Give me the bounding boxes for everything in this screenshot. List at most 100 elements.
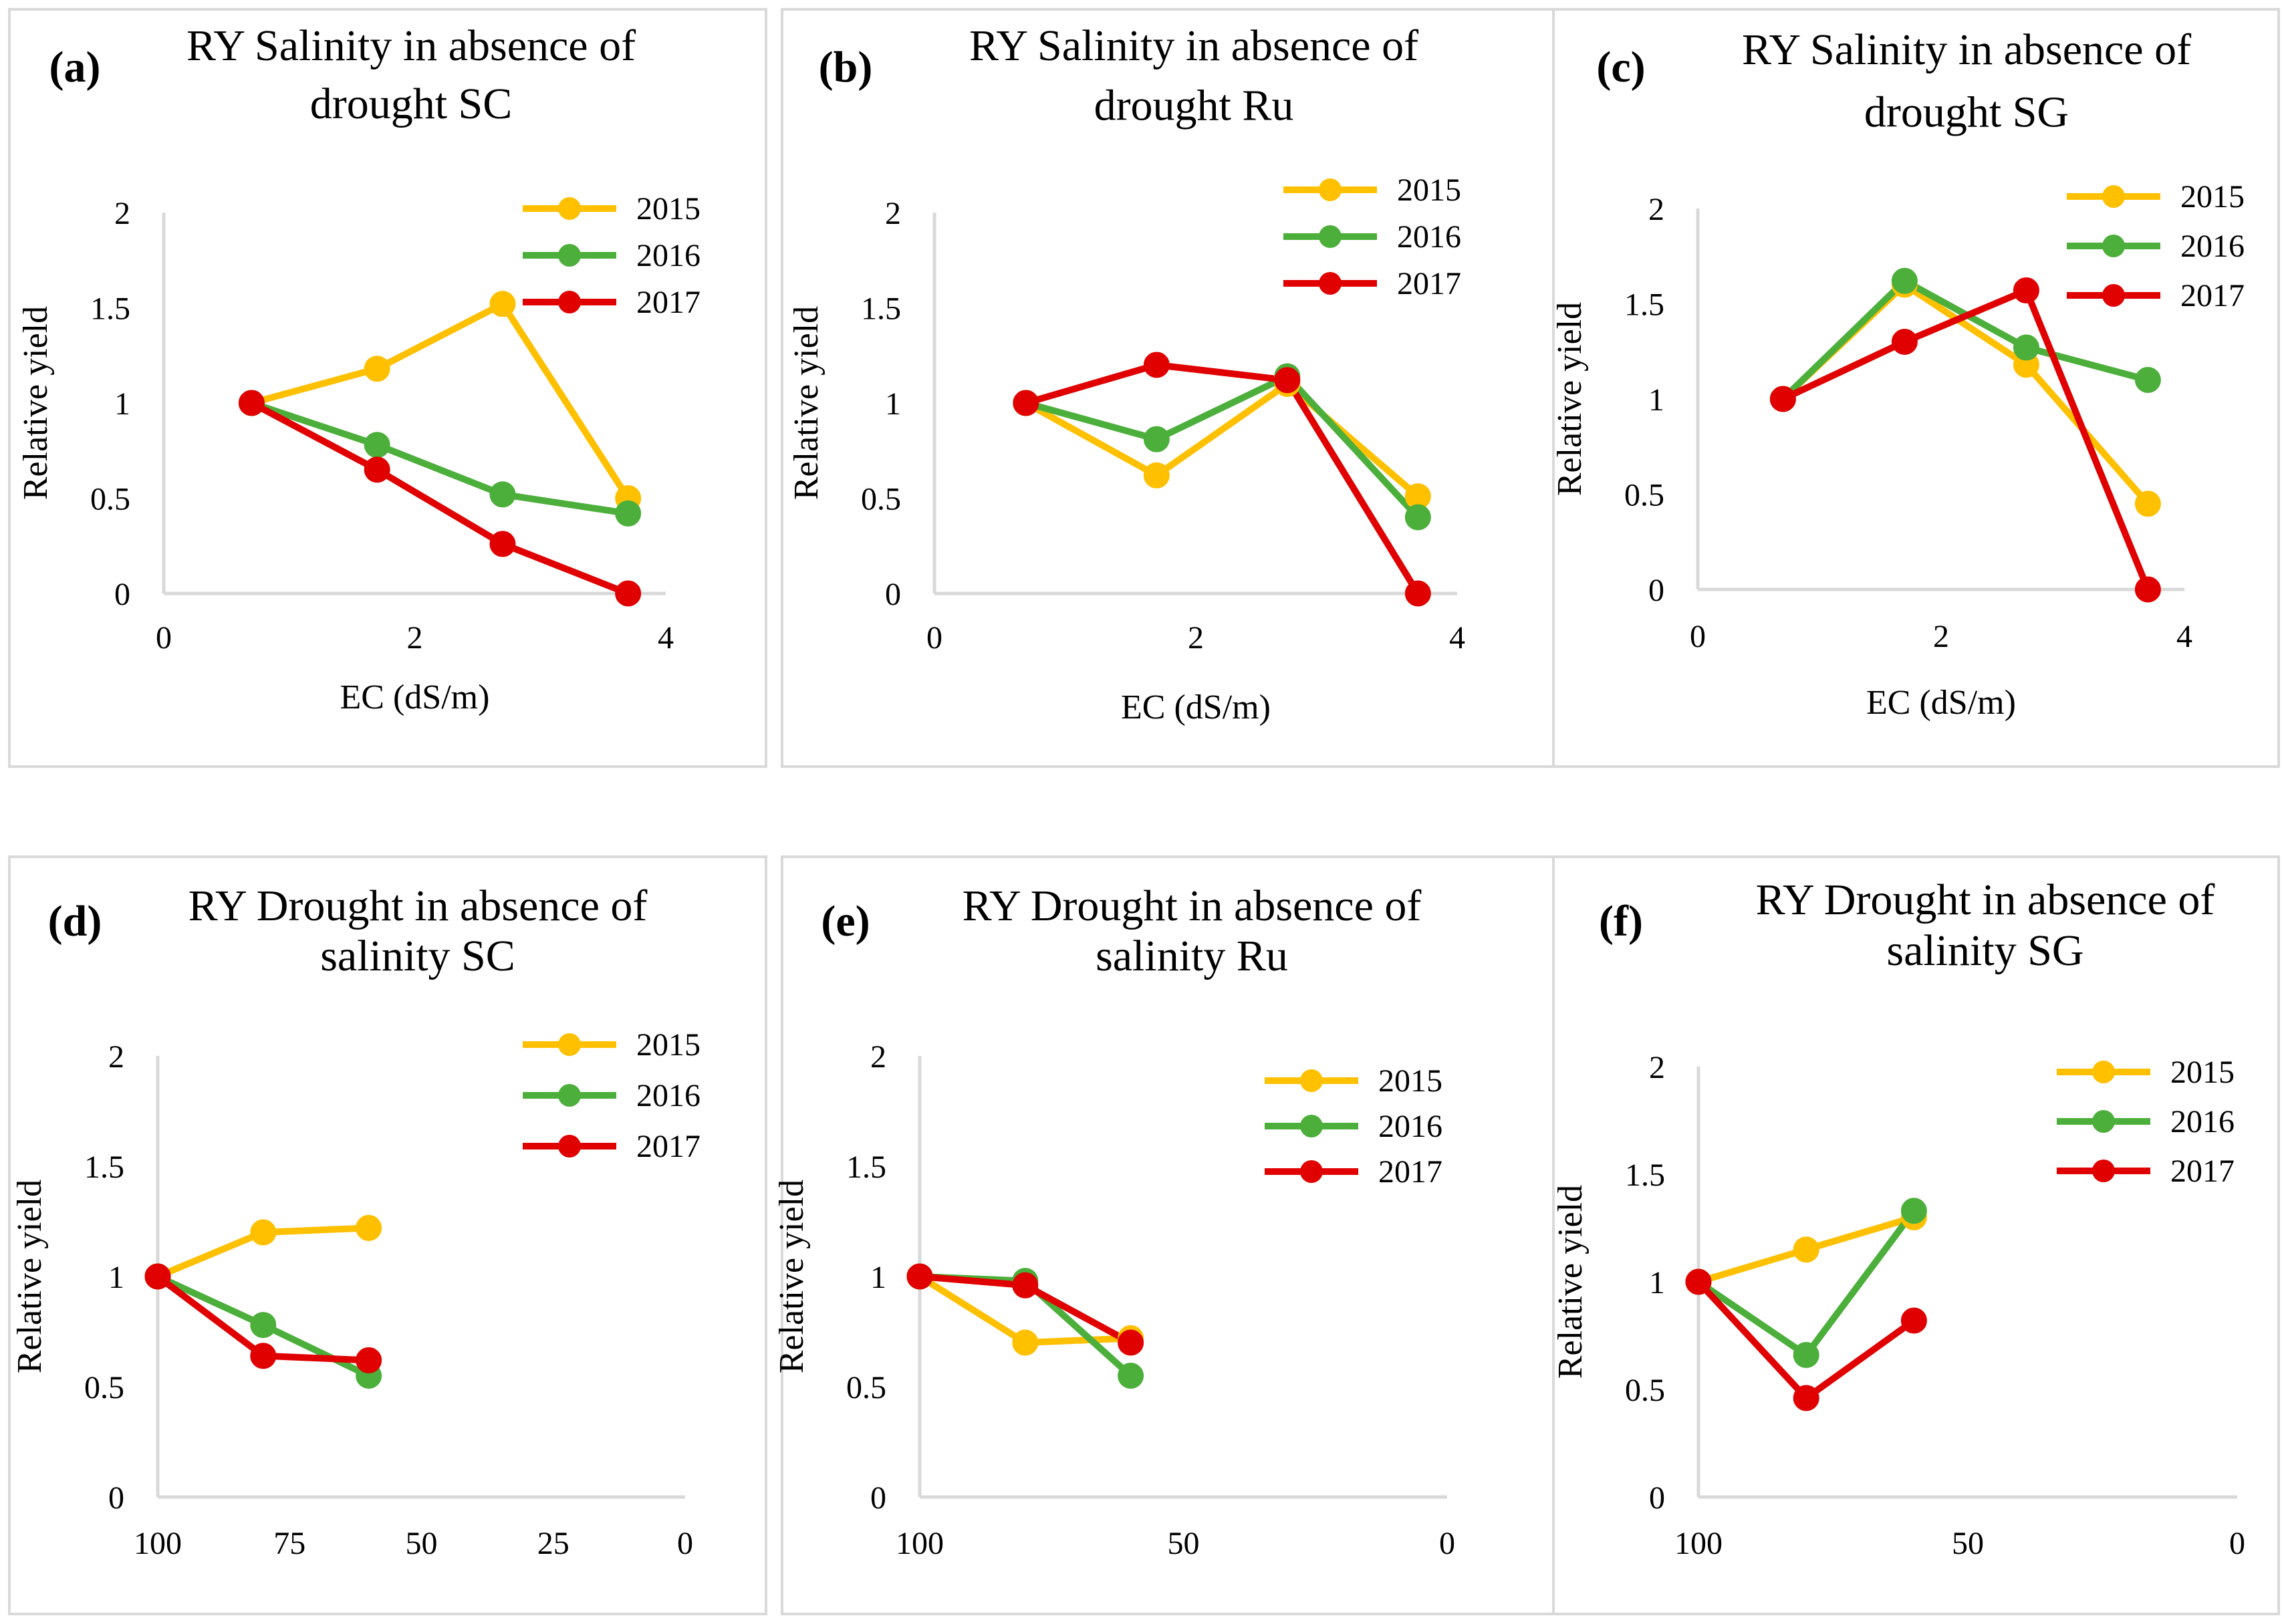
panel-f-point-2017	[1900, 1307, 1927, 1334]
panel-d-y-tick-label: 0.5	[84, 1370, 124, 1405]
panel-d-x-tick-label: 0	[677, 1526, 693, 1561]
panel-e-y-tick-label: 0	[870, 1480, 886, 1516]
panel-c-point-2016	[1891, 267, 1918, 294]
panel-d-y-tick-label: 1.5	[84, 1149, 124, 1185]
panel-c-point-2017	[2013, 277, 2039, 304]
panel-c-x-tick-label: 2	[1933, 619, 1949, 654]
panel-a-y-tick-label: 1.5	[90, 291, 130, 327]
panel-b-legend-label: 2016	[1397, 219, 1461, 255]
panel-b-x-axis-label: EC (dS/m)	[1121, 688, 1271, 726]
panel-c-y-tick-label: 0	[1648, 573, 1664, 608]
panel-f-x-tick-label: 0	[2229, 1526, 2245, 1561]
panel-d-legend-marker	[558, 1135, 581, 1158]
panel-d-x-tick-label: 25	[537, 1526, 569, 1561]
panel-e-y-tick-label: 0.5	[846, 1370, 886, 1405]
panel-d-x-tick-label: 75	[273, 1526, 305, 1561]
panel-b-legend-label: 2015	[1397, 172, 1461, 208]
panel-a-point-2015	[364, 356, 390, 382]
panel-b-point-2016	[1404, 504, 1431, 531]
panel-d-legend-marker	[558, 1084, 581, 1107]
panel-e-title-line: salinity Ru	[1096, 932, 1288, 980]
panel-c-legend-marker	[2102, 284, 2125, 307]
panel-e-y-tick-label: 1.5	[846, 1149, 886, 1185]
panel-c-x-tick-label: 0	[1690, 619, 1706, 654]
panel-a-legend-label: 2015	[636, 191, 701, 227]
panel-a-y-tick-label: 2	[114, 196, 130, 231]
panel-c-legend-marker	[2102, 235, 2125, 257]
panel-d-y-axis-label: Relative yield	[11, 1180, 49, 1373]
panel-a-point-2015	[489, 291, 516, 317]
panel-f-legend-marker	[2092, 1061, 2115, 1083]
panel-c-y-axis-label: Relative yield	[1551, 302, 1589, 496]
panel-a-x-tick-label: 0	[156, 620, 172, 656]
panel-a-series-2016-line	[250, 400, 629, 517]
panel-e-point-2017	[1118, 1329, 1144, 1356]
panel-c-y-tick-label: 1	[1648, 382, 1664, 418]
panel-a-letter: (a)	[49, 43, 101, 92]
panel-f-point-2016	[1793, 1341, 1819, 1368]
panel-c-y-tick-label: 2	[1648, 192, 1664, 227]
panel-e-point-2015	[1012, 1329, 1039, 1356]
panel-b-y-tick-label: 2	[885, 196, 901, 231]
panel-a-title-line: RY Salinity in absence of	[186, 21, 636, 70]
panel-d-point-2017	[144, 1263, 171, 1290]
panel-b-title-line: RY Salinity in absence of	[969, 21, 1418, 70]
panel-d-legend-label: 2016	[636, 1078, 701, 1113]
panel-e-legend-marker	[1300, 1069, 1323, 1092]
panel-e-y-axis-label: Relative yield	[773, 1180, 811, 1373]
panel-d-legend-marker	[558, 1033, 581, 1056]
panel-b-y-tick-label: 0.5	[861, 482, 901, 517]
panel-a-title-line: drought SC	[310, 80, 513, 128]
panel-e-point-2016	[1118, 1363, 1144, 1389]
panel-d-legend-label: 2017	[636, 1129, 701, 1164]
panel-a-point-2017	[615, 580, 642, 607]
panel-d-title-line: RY Drought in absence of	[188, 882, 648, 930]
panel-b-legend-marker	[1319, 225, 1342, 248]
panel-f-title-line: salinity SG	[1886, 926, 2083, 975]
panel-c-legend-label: 2015	[2180, 179, 2245, 215]
panel-d-point-2017	[250, 1343, 277, 1369]
panel-a-point-2016	[615, 500, 642, 527]
panel-c-x-axis-label: EC (dS/m)	[1866, 684, 2016, 722]
panel-f-y-tick-label: 2	[1649, 1050, 1665, 1085]
panel-f-x-tick-label: 50	[1952, 1526, 1984, 1561]
panel-b-series-2016-line	[1025, 373, 1421, 520]
panel-f-y-tick-label: 0.5	[1625, 1373, 1665, 1408]
panel-b-y-axis-label: Relative yield	[787, 306, 826, 500]
panel-d-x-tick-label: 50	[406, 1526, 438, 1561]
panel-a-y-axis-label: Relative yield	[17, 306, 55, 500]
panel-f-title-line: RY Drought in absence of	[1756, 875, 2215, 924]
panel-a-x-axis-label: EC (dS/m)	[340, 678, 490, 716]
panel-c-legend-marker	[2102, 185, 2125, 208]
panel-e-title-line: RY Drought in absence of	[963, 882, 1422, 930]
panel-f-legend-label: 2017	[2170, 1154, 2235, 1189]
panel-a-point-2016	[364, 432, 390, 458]
panel-e-y-tick-label: 1	[870, 1260, 886, 1295]
panel-c-legend-label: 2017	[2180, 278, 2245, 313]
panel-c-point-2016	[2013, 334, 2039, 361]
panel-b-point-2017	[1143, 352, 1170, 378]
panel-f-frame	[1552, 855, 2280, 1615]
panel-b-x-tick-label: 4	[1449, 620, 1465, 656]
panel-d-point-2016	[250, 1312, 277, 1339]
panel-d-title-line: salinity SC	[320, 932, 515, 980]
panel-d-point-2015	[356, 1214, 382, 1241]
panel-c-x-tick-label: 4	[2176, 619, 2192, 654]
panel-a-frame	[8, 8, 767, 768]
panel-d-y-tick-label: 1	[108, 1260, 124, 1295]
panel-d-y-tick-label: 2	[108, 1039, 124, 1075]
panel-f-legend-label: 2015	[2170, 1055, 2235, 1090]
panel-f-legend-marker	[2092, 1110, 2115, 1133]
panel-f-point-2016	[1900, 1198, 1927, 1224]
panel-b-legend-marker	[1319, 178, 1342, 201]
panel-d-point-2015	[250, 1219, 277, 1246]
panel-d-x-tick-label: 100	[134, 1526, 182, 1561]
panel-e-x-tick-label: 0	[1439, 1526, 1455, 1561]
panel-d-y-tick-label: 0	[108, 1480, 124, 1516]
panel-b-series-2015-line	[1024, 380, 1420, 499]
panel-a-legend-marker	[558, 244, 581, 267]
panel-a-point-2017	[364, 456, 390, 483]
